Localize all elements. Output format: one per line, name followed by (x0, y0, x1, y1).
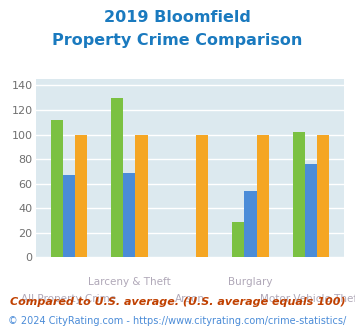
Bar (305, 164, 317, 257)
Bar (196, 135, 208, 257)
Text: © 2024 CityRating.com - https://www.cityrating.com/crime-statistics/: © 2024 CityRating.com - https://www.city… (9, 316, 346, 326)
Bar (293, 132, 305, 257)
Text: Compared to U.S. average. (U.S. average equals 100): Compared to U.S. average. (U.S. average … (10, 297, 345, 307)
Bar (257, 135, 269, 257)
Bar (63, 175, 75, 257)
Text: Motor Vehicle Theft: Motor Vehicle Theft (261, 293, 355, 304)
Text: All Property Crime: All Property Crime (21, 293, 116, 304)
Bar (232, 222, 245, 257)
Bar (111, 98, 123, 257)
Text: Property Crime Comparison: Property Crime Comparison (52, 33, 303, 48)
Bar (75, 135, 87, 257)
Text: Larceny & Theft: Larceny & Theft (88, 277, 171, 287)
Text: 2019 Bloomfield: 2019 Bloomfield (104, 10, 251, 25)
Text: Arson: Arson (175, 293, 205, 304)
Text: Burglary: Burglary (228, 277, 273, 287)
Bar (245, 191, 257, 257)
Bar (51, 120, 63, 257)
Bar (135, 135, 148, 257)
Bar (123, 173, 135, 257)
Bar (317, 135, 329, 257)
